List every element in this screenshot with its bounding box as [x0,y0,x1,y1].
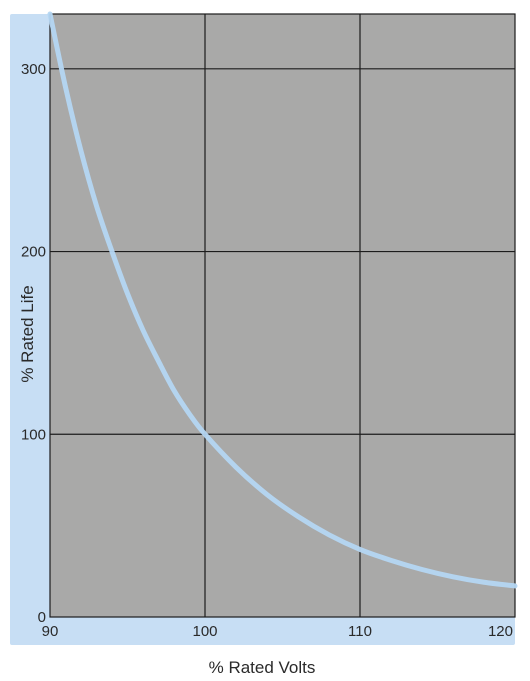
x-axis-title: % Rated Volts [209,658,316,677]
y-tick-labels: 0 100 200 300 [21,61,46,626]
x-tick-label-120: 120 [488,623,513,640]
x-tick-label-100: 100 [192,623,217,640]
plot-border [49,13,516,618]
x-tick-label-90: 90 [42,623,59,640]
x-tick-label-110: 110 [348,623,372,640]
life-curve-line [47,11,518,589]
y-tick-label-200: 200 [21,244,46,261]
y-axis-title: % Rated Life [18,285,37,382]
plot-border-rect [49,13,516,618]
grid-lines [50,14,515,617]
x-tick-labels: 90 100 110 120 [42,623,513,640]
y-tick-label-0: 0 [38,609,46,626]
plot-area [50,14,515,617]
y-tick-label-100: 100 [21,426,46,443]
y-tick-label-300: 300 [21,61,46,78]
life-curve [47,11,518,589]
